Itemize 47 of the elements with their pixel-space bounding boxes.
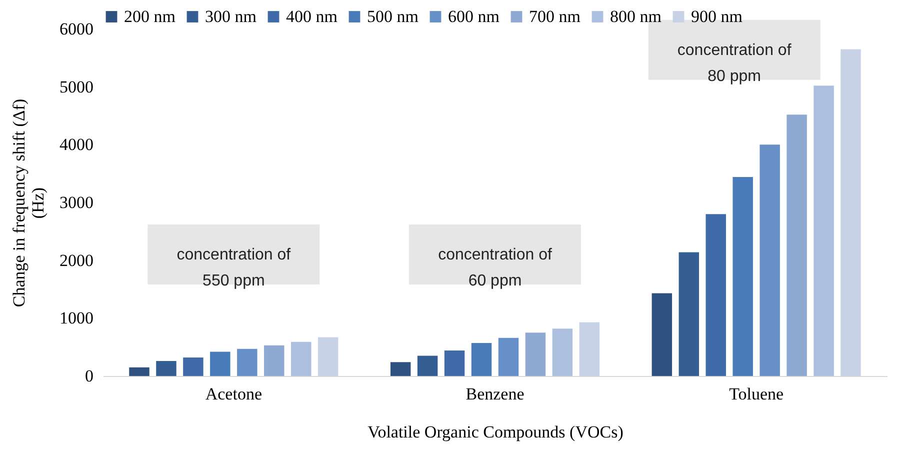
y-axis-title: Change in frequency shift (Δf) (Hz) [10, 98, 48, 308]
bar [237, 348, 258, 376]
bar [579, 322, 600, 376]
annotation: concentration of 60 ppm [438, 246, 552, 290]
legend-label: 200 nm [124, 6, 176, 26]
bar [183, 357, 204, 376]
legend-label: 600 nm [448, 6, 500, 26]
y-tick-label: 4000 [60, 135, 94, 154]
bar [318, 337, 338, 376]
y-tick-label: 3000 [60, 193, 94, 212]
legend-label: 400 nm [286, 6, 338, 26]
bar [210, 352, 230, 376]
legend-label: 700 nm [529, 6, 580, 26]
y-tick-label: 5000 [60, 77, 94, 96]
bar [678, 252, 700, 376]
legend-label: 300 nm [205, 6, 256, 26]
bar [498, 338, 519, 376]
y-tick-label: 0 [85, 366, 94, 386]
bar [444, 350, 465, 376]
bar [814, 86, 834, 376]
bar [471, 343, 492, 376]
bar [290, 342, 312, 376]
legend-label: 800 nm [610, 6, 662, 26]
bar [732, 177, 753, 376]
x-tick-label: Benzene [466, 384, 524, 404]
y-tick-label: 1000 [60, 308, 94, 328]
annotation: concentration of 550 ppm [176, 246, 292, 290]
bar [264, 345, 284, 376]
bar [417, 356, 438, 376]
annotation: concentration of 80 ppm [677, 42, 792, 85]
bar [840, 49, 861, 376]
bar [390, 362, 411, 376]
bar [552, 328, 573, 376]
legend-label: 500 nm [367, 6, 418, 26]
bar [156, 360, 176, 376]
bar [786, 114, 807, 376]
bar [706, 214, 726, 376]
x-axis-title: Volatile Organic Compounds (VOCs) [368, 422, 624, 442]
bar [525, 332, 546, 376]
y-tick-label: 6000 [60, 20, 94, 38]
x-tick-label: Toluene [729, 384, 784, 404]
x-tick-label: Acetone [205, 384, 262, 404]
bar [652, 293, 672, 376]
y-tick-label: 2000 [60, 250, 94, 270]
bar [760, 144, 780, 376]
bar [129, 367, 150, 376]
legend-label: 900 nm [691, 6, 742, 26]
